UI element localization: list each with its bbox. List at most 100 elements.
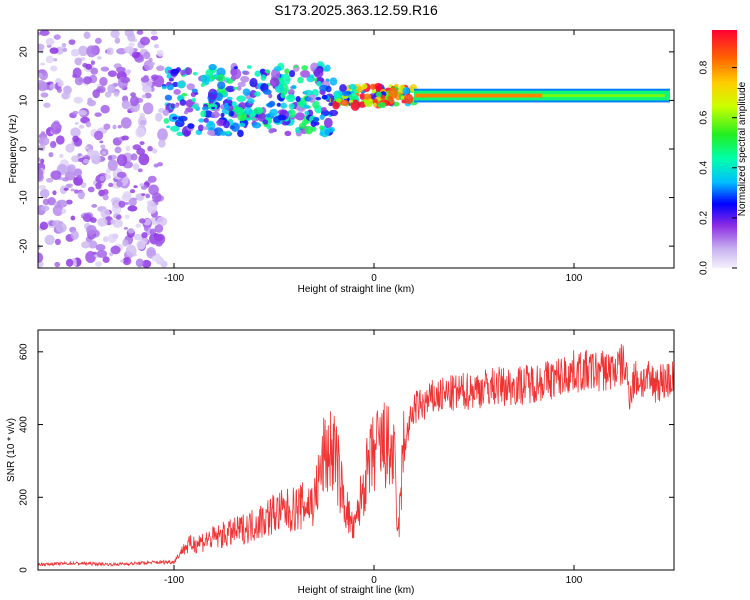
heatmap-cell bbox=[202, 126, 209, 131]
heatmap-cell bbox=[234, 106, 244, 116]
heatmap-cell bbox=[136, 148, 146, 156]
heatmap-cell bbox=[48, 152, 54, 158]
heatmap-cell bbox=[151, 192, 162, 203]
heatmap-cell bbox=[192, 104, 198, 110]
heatmap-cell bbox=[65, 143, 75, 153]
heatmap-cell bbox=[120, 259, 125, 263]
y-tick-label: 200 bbox=[19, 488, 30, 505]
heatmap-cell bbox=[131, 51, 140, 59]
heatmap-cell bbox=[40, 92, 49, 98]
heatmap-cell bbox=[230, 122, 240, 132]
heatmap-cell bbox=[153, 163, 159, 168]
colorbar-tick-label: 0.8 bbox=[699, 60, 710, 74]
heatmap-cell bbox=[47, 197, 56, 206]
y-tick-label: 10 bbox=[19, 94, 30, 106]
snr-y-axis-label: SNR (10 * v/v) bbox=[6, 418, 17, 482]
heatmap-cell bbox=[230, 68, 238, 77]
heatmap-cell bbox=[238, 122, 246, 128]
heatmap-cell bbox=[117, 125, 122, 129]
heatmap-cell bbox=[161, 85, 167, 90]
heatmap-cell bbox=[38, 157, 41, 162]
heatmap-cell bbox=[49, 140, 57, 149]
heatmap-cell bbox=[224, 104, 231, 110]
heatmap-cell bbox=[269, 77, 280, 88]
heatmap-cell bbox=[170, 68, 180, 75]
heatmap-cell bbox=[268, 93, 273, 99]
heatmap-cell bbox=[137, 116, 147, 127]
spectrogram-x-ticks: -100 0 100 bbox=[164, 30, 583, 284]
heatmap-cell bbox=[116, 66, 126, 73]
heatmap-cell bbox=[110, 197, 122, 205]
heatmap-cell bbox=[113, 91, 120, 97]
heatmap-cell bbox=[319, 125, 324, 131]
heatmap-cell bbox=[288, 103, 295, 110]
heatmap-cell bbox=[90, 60, 95, 66]
heatmap-cell bbox=[83, 31, 91, 40]
heatmap-cell bbox=[172, 116, 178, 120]
y-tick-label: -20 bbox=[19, 238, 30, 253]
heatmap-cell bbox=[82, 213, 92, 223]
heatmap-cell bbox=[197, 124, 204, 132]
heatmap-cell bbox=[82, 158, 90, 164]
heatmap-cell bbox=[84, 146, 89, 150]
heatmap-cell bbox=[100, 104, 110, 114]
heatmap-cell bbox=[254, 70, 261, 77]
heatmap-cell bbox=[208, 88, 218, 100]
heatmap-cell bbox=[73, 176, 83, 186]
heatmap-cell bbox=[236, 95, 246, 102]
heatmap-cell bbox=[217, 81, 226, 90]
heatmap-cell bbox=[237, 129, 244, 138]
heatmap-cell bbox=[39, 188, 50, 199]
heatmap-cell bbox=[153, 44, 160, 49]
heatmap-cell bbox=[206, 120, 216, 132]
heatmap-cell bbox=[156, 49, 164, 57]
heatmap-cell bbox=[91, 204, 98, 208]
heatmap-cell bbox=[135, 127, 146, 138]
heatmap-cell bbox=[280, 102, 287, 109]
y-tick-label: 20 bbox=[19, 46, 30, 58]
spectrogram-y-ticks: -20 -10 0 10 20 bbox=[19, 46, 674, 253]
heatmap-cell bbox=[40, 158, 45, 164]
heatmap-cell bbox=[172, 81, 179, 88]
heatmap-cell bbox=[203, 110, 213, 118]
heatmap-cell bbox=[293, 65, 299, 69]
heatmap-cell bbox=[127, 228, 135, 234]
heatmap-cell bbox=[368, 98, 373, 102]
heatmap-cell bbox=[304, 110, 310, 116]
heatmap-cell bbox=[63, 187, 69, 191]
heatmap-cell bbox=[257, 112, 266, 122]
heatmap-cell bbox=[147, 249, 156, 257]
heatmap-cell bbox=[162, 109, 170, 116]
heatmap-cell bbox=[116, 214, 122, 220]
heatmap-cell bbox=[225, 85, 236, 93]
heatmap-cell bbox=[186, 83, 195, 91]
heatmap-cell bbox=[81, 241, 91, 249]
heatmap-cell bbox=[312, 100, 320, 109]
heatmap-cell bbox=[374, 82, 383, 91]
chart-title: S173.2025.363.12.59.R16 bbox=[274, 2, 438, 18]
heatmap-cell bbox=[52, 204, 64, 216]
heatmap-cell bbox=[348, 99, 354, 103]
heatmap-cell bbox=[303, 104, 310, 109]
heatmap-cell bbox=[150, 35, 159, 41]
heatmap-cell bbox=[289, 70, 296, 78]
heatmap-cell bbox=[73, 168, 83, 177]
heatmap-cell bbox=[147, 145, 153, 152]
heatmap-region bbox=[161, 61, 339, 138]
heatmap-cell bbox=[163, 118, 170, 124]
y-tick-label: 0 bbox=[19, 146, 30, 152]
heatmap-cell bbox=[280, 92, 286, 99]
heatmap-cell bbox=[132, 197, 137, 201]
heatmap-cell bbox=[45, 177, 54, 183]
heatmap-cell bbox=[56, 87, 62, 93]
heatmap-cell bbox=[133, 233, 144, 241]
heatmap-cell bbox=[38, 81, 48, 92]
heatmap-cell bbox=[219, 130, 228, 136]
heatmap-cell bbox=[242, 70, 250, 76]
heatmap-cell bbox=[416, 93, 544, 98]
heatmap-cell bbox=[127, 32, 136, 42]
heatmap-cell bbox=[387, 96, 393, 101]
heatmap-cell bbox=[339, 84, 347, 93]
heatmap-cell bbox=[70, 188, 75, 192]
